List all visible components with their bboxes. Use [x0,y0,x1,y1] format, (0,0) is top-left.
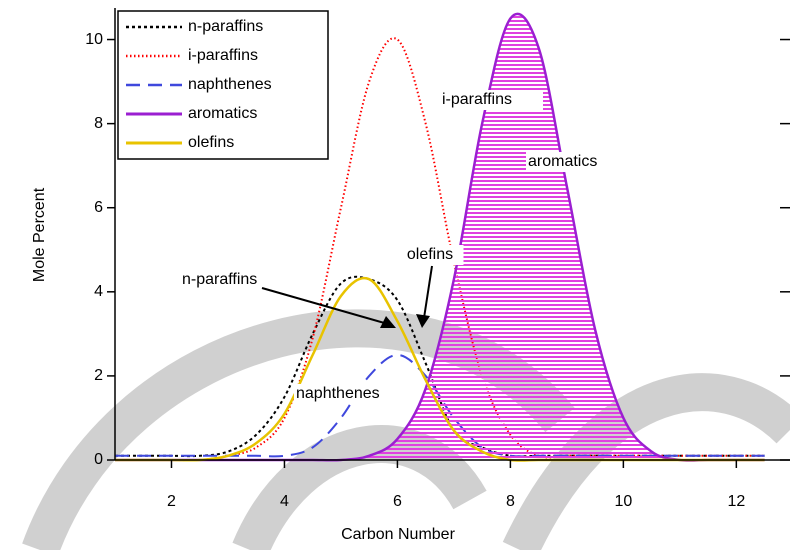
legend-label: naphthenes [188,76,272,93]
x-tick-label: 10 [614,493,632,510]
annotation: naphthenes [296,385,380,402]
y-tick-label: 6 [94,199,103,216]
x-tick-label: 8 [506,493,515,510]
annotation-arrowhead [380,316,396,328]
y-tick-label: 0 [94,451,103,468]
x-tick-label: 12 [727,493,745,510]
y-tick-label: 4 [94,283,103,300]
x-tick-label: 2 [167,493,176,510]
annotation-bg [294,384,388,404]
y-tick-label: 10 [85,31,103,48]
annotation-bg [396,245,464,265]
legend-label: n-paraffins [188,18,263,35]
y-tick-label: 8 [94,115,103,132]
annotation-bg [180,270,283,290]
annotation-arrowhead [416,314,430,328]
y-axis-label: Mole Percent [31,187,48,282]
x-axis-label: Carbon Number [341,526,456,543]
x-tick-label: 6 [393,493,402,510]
annotation: aromatics [528,153,597,170]
x-tick-label: 4 [280,493,289,510]
legend-label: olefins [188,134,234,151]
annotation: olefins [407,246,453,263]
annotation: i-paraffins [442,91,512,108]
legend-label: i-paraffins [188,47,258,64]
legend-label: aromatics [188,105,257,122]
area-fill [115,13,765,461]
annotation: n-paraffins [182,271,257,288]
y-tick-label: 2 [94,367,103,384]
annotation-arrow [261,287,389,325]
annotation-arrow [423,265,433,319]
legend: n-paraffins i-paraffins naphthenes aromatic… [117,10,329,160]
annotation-bg [526,152,611,172]
annotation-bg [440,90,543,110]
